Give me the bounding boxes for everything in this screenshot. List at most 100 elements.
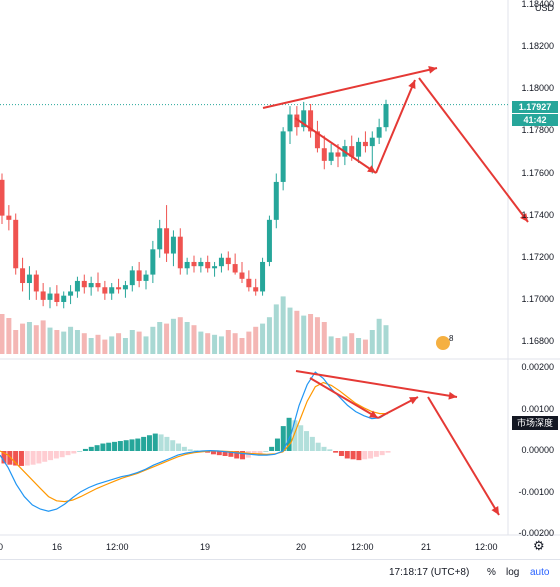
macd-tick-label: -0.00100 [518,486,554,497]
volume-bar [273,304,279,354]
macd-histogram-bar [373,451,379,457]
macd-tick-label: -0.00200 [518,528,554,538]
macd-histogram-bar [344,451,350,459]
macd-histogram-bar [48,451,54,461]
candle-body [321,148,327,161]
bottom-toolbar: 17:18:17 (UTC+8) % log auto [0,559,560,587]
volume-bar [280,296,286,354]
volume-bar [287,307,293,354]
volume-bar [246,331,252,354]
candle-body [253,287,259,292]
macd-histogram-bar [88,446,94,451]
time-tick-label: 0 [0,542,4,552]
volume-bar [116,333,122,354]
candle-body [109,287,115,294]
macd-histogram-bar [53,451,59,459]
settings-gear-icon[interactable]: ⚙ [533,538,545,553]
macd-histogram-bar [71,451,77,454]
candle-body [246,278,252,288]
candle-body [232,264,238,273]
macd-histogram-bar [368,451,374,459]
volume-bar [191,325,197,354]
trend-arrow-upper [262,67,438,109]
candle-body [205,261,211,269]
volume-bar [150,326,156,354]
macd-histogram-bar [152,433,158,451]
auto-toggle[interactable]: auto [530,567,550,578]
macd-histogram-bar [13,451,19,466]
time-tick-label: 20 [296,542,307,552]
candle-body [198,261,204,267]
macd-histogram-bar [170,440,176,451]
candle-body [273,181,279,220]
macd-histogram-bar [234,451,240,459]
volume-bar [81,333,87,354]
volume-bar [54,330,60,354]
macd-histogram-bar [100,443,106,451]
clock[interactable]: 17:18:17 (UTC+8) [389,567,470,578]
flag-marker-icon[interactable] [436,336,450,350]
volume-bar [13,330,19,354]
volume-bar [239,338,245,354]
price-tick-label: 1.17400 [521,209,554,220]
candle-body [47,293,53,300]
volume-bar [74,330,80,354]
candle-body [88,283,94,288]
candle-body [157,228,163,250]
candle-body [150,249,156,275]
macd-histogram-bar [210,451,216,455]
candle-body [308,110,314,132]
candle-body [349,146,355,157]
trend-arrow-projection-head [519,213,528,222]
macd-line [0,371,389,512]
time-tick-label: 21 [421,542,432,552]
macd-histogram-bar [298,425,304,451]
volume-bar [335,338,341,354]
macd-histogram-bar [315,442,321,451]
candle-body [136,270,142,281]
candle-body [294,114,300,128]
candle-body [328,152,334,161]
macd-histogram-bar [135,438,141,451]
candle-body [239,272,245,279]
candle-body [184,261,190,269]
trend-arrow-upper-head [428,66,437,74]
candle-body [20,268,26,284]
candle-body [177,236,183,269]
price-tick-label: 1.16800 [521,336,554,346]
volume-bar [102,339,108,354]
percent-toggle[interactable]: % [487,567,496,578]
macd-histogram-bar [112,441,118,451]
market-depth-tag[interactable]: 市场深度 [512,416,558,430]
macd-histogram-bar [117,441,123,451]
macd-histogram-bar [24,451,30,466]
signal-line [0,381,388,503]
candle-body [362,141,368,147]
candle-body [102,287,108,294]
macd-histogram-bar [216,451,222,456]
trend-arrow-up-head [408,80,416,89]
volume-bar [68,326,74,354]
macd-histogram-bar [1,451,7,464]
volume-bar [136,331,142,354]
volume-bar [26,322,32,354]
macd-histogram-bar [94,445,100,451]
volume-bar [177,317,183,354]
macd-arrow-projection-head [491,506,499,515]
volume-bar [170,318,176,354]
macd-histogram-bar [321,446,327,451]
time-tick-label: 16 [52,542,63,552]
candle-body [68,291,74,296]
trend-arrow-down-head [367,165,376,173]
volume-bar [143,336,149,354]
candle-body [212,266,218,269]
last-price-tag: 1.17927 [512,101,558,113]
price-tick-label: 1.17200 [521,251,554,262]
log-toggle[interactable]: log [506,567,520,578]
volume-bar [6,318,12,354]
price-tick-label: 1.17800 [521,125,554,136]
macd-histogram-bar [146,435,152,451]
macd-histogram-bar [274,438,280,451]
macd-histogram-bar [59,451,65,458]
